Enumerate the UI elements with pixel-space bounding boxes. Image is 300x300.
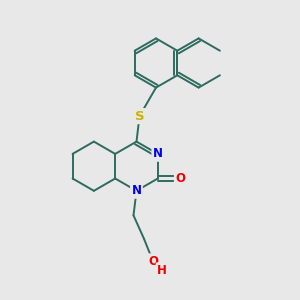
Text: S: S bbox=[135, 110, 144, 123]
Text: O: O bbox=[148, 255, 158, 268]
Text: N: N bbox=[153, 147, 163, 161]
Text: O: O bbox=[175, 172, 185, 185]
Text: H: H bbox=[157, 264, 167, 277]
Text: N: N bbox=[131, 184, 142, 197]
